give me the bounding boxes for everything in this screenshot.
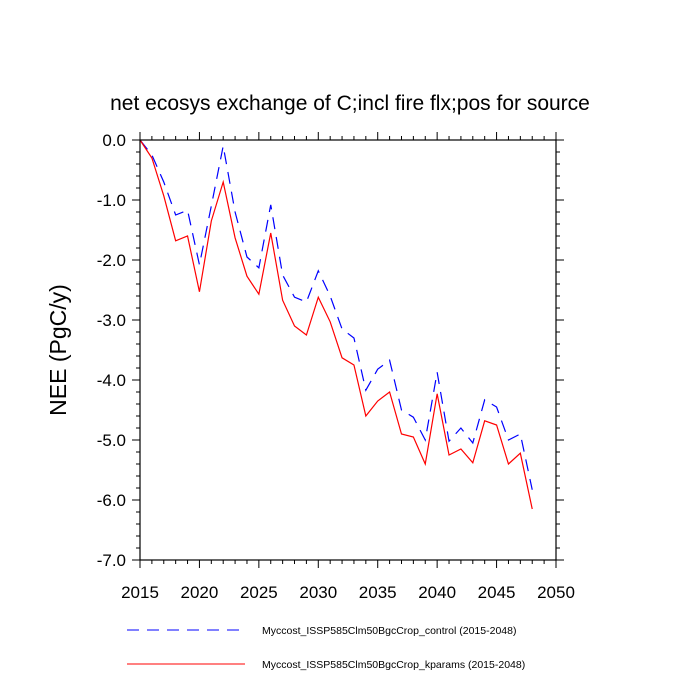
y-tick-label: -4.0 bbox=[97, 371, 126, 390]
x-tick-label: 2015 bbox=[121, 583, 159, 602]
x-tick-label: 2045 bbox=[478, 583, 516, 602]
legend-label: Myccost_ISSP585Clm50BgcCrop_control (201… bbox=[262, 625, 516, 637]
legend-label: Myccost_ISSP585Clm50BgcCrop_kparams (201… bbox=[262, 659, 525, 671]
y-tick-label: 0.0 bbox=[102, 131, 126, 150]
x-tick-label: 2035 bbox=[359, 583, 397, 602]
y-tick-label: -2.0 bbox=[97, 251, 126, 270]
y-tick-label: -5.0 bbox=[97, 431, 126, 450]
x-tick-label: 2040 bbox=[418, 583, 456, 602]
y-tick-label: -1.0 bbox=[97, 191, 126, 210]
plot-frame bbox=[139, 139, 557, 561]
y-tick-label: -7.0 bbox=[97, 551, 126, 570]
x-tick-label: 2025 bbox=[240, 583, 278, 602]
y-tick-label: -3.0 bbox=[97, 311, 126, 330]
series-line-1 bbox=[139, 139, 533, 510]
y-axis-label: NEE (PgC/y) bbox=[45, 284, 71, 416]
x-tick-label: 2030 bbox=[299, 583, 337, 602]
x-tick-label: 2050 bbox=[537, 583, 575, 602]
series-line-0 bbox=[139, 139, 533, 490]
x-tick-label: 2020 bbox=[181, 583, 219, 602]
chart-title: net ecosys exchange of C;incl fire flx;p… bbox=[110, 92, 590, 115]
y-tick-label: -6.0 bbox=[97, 491, 126, 510]
